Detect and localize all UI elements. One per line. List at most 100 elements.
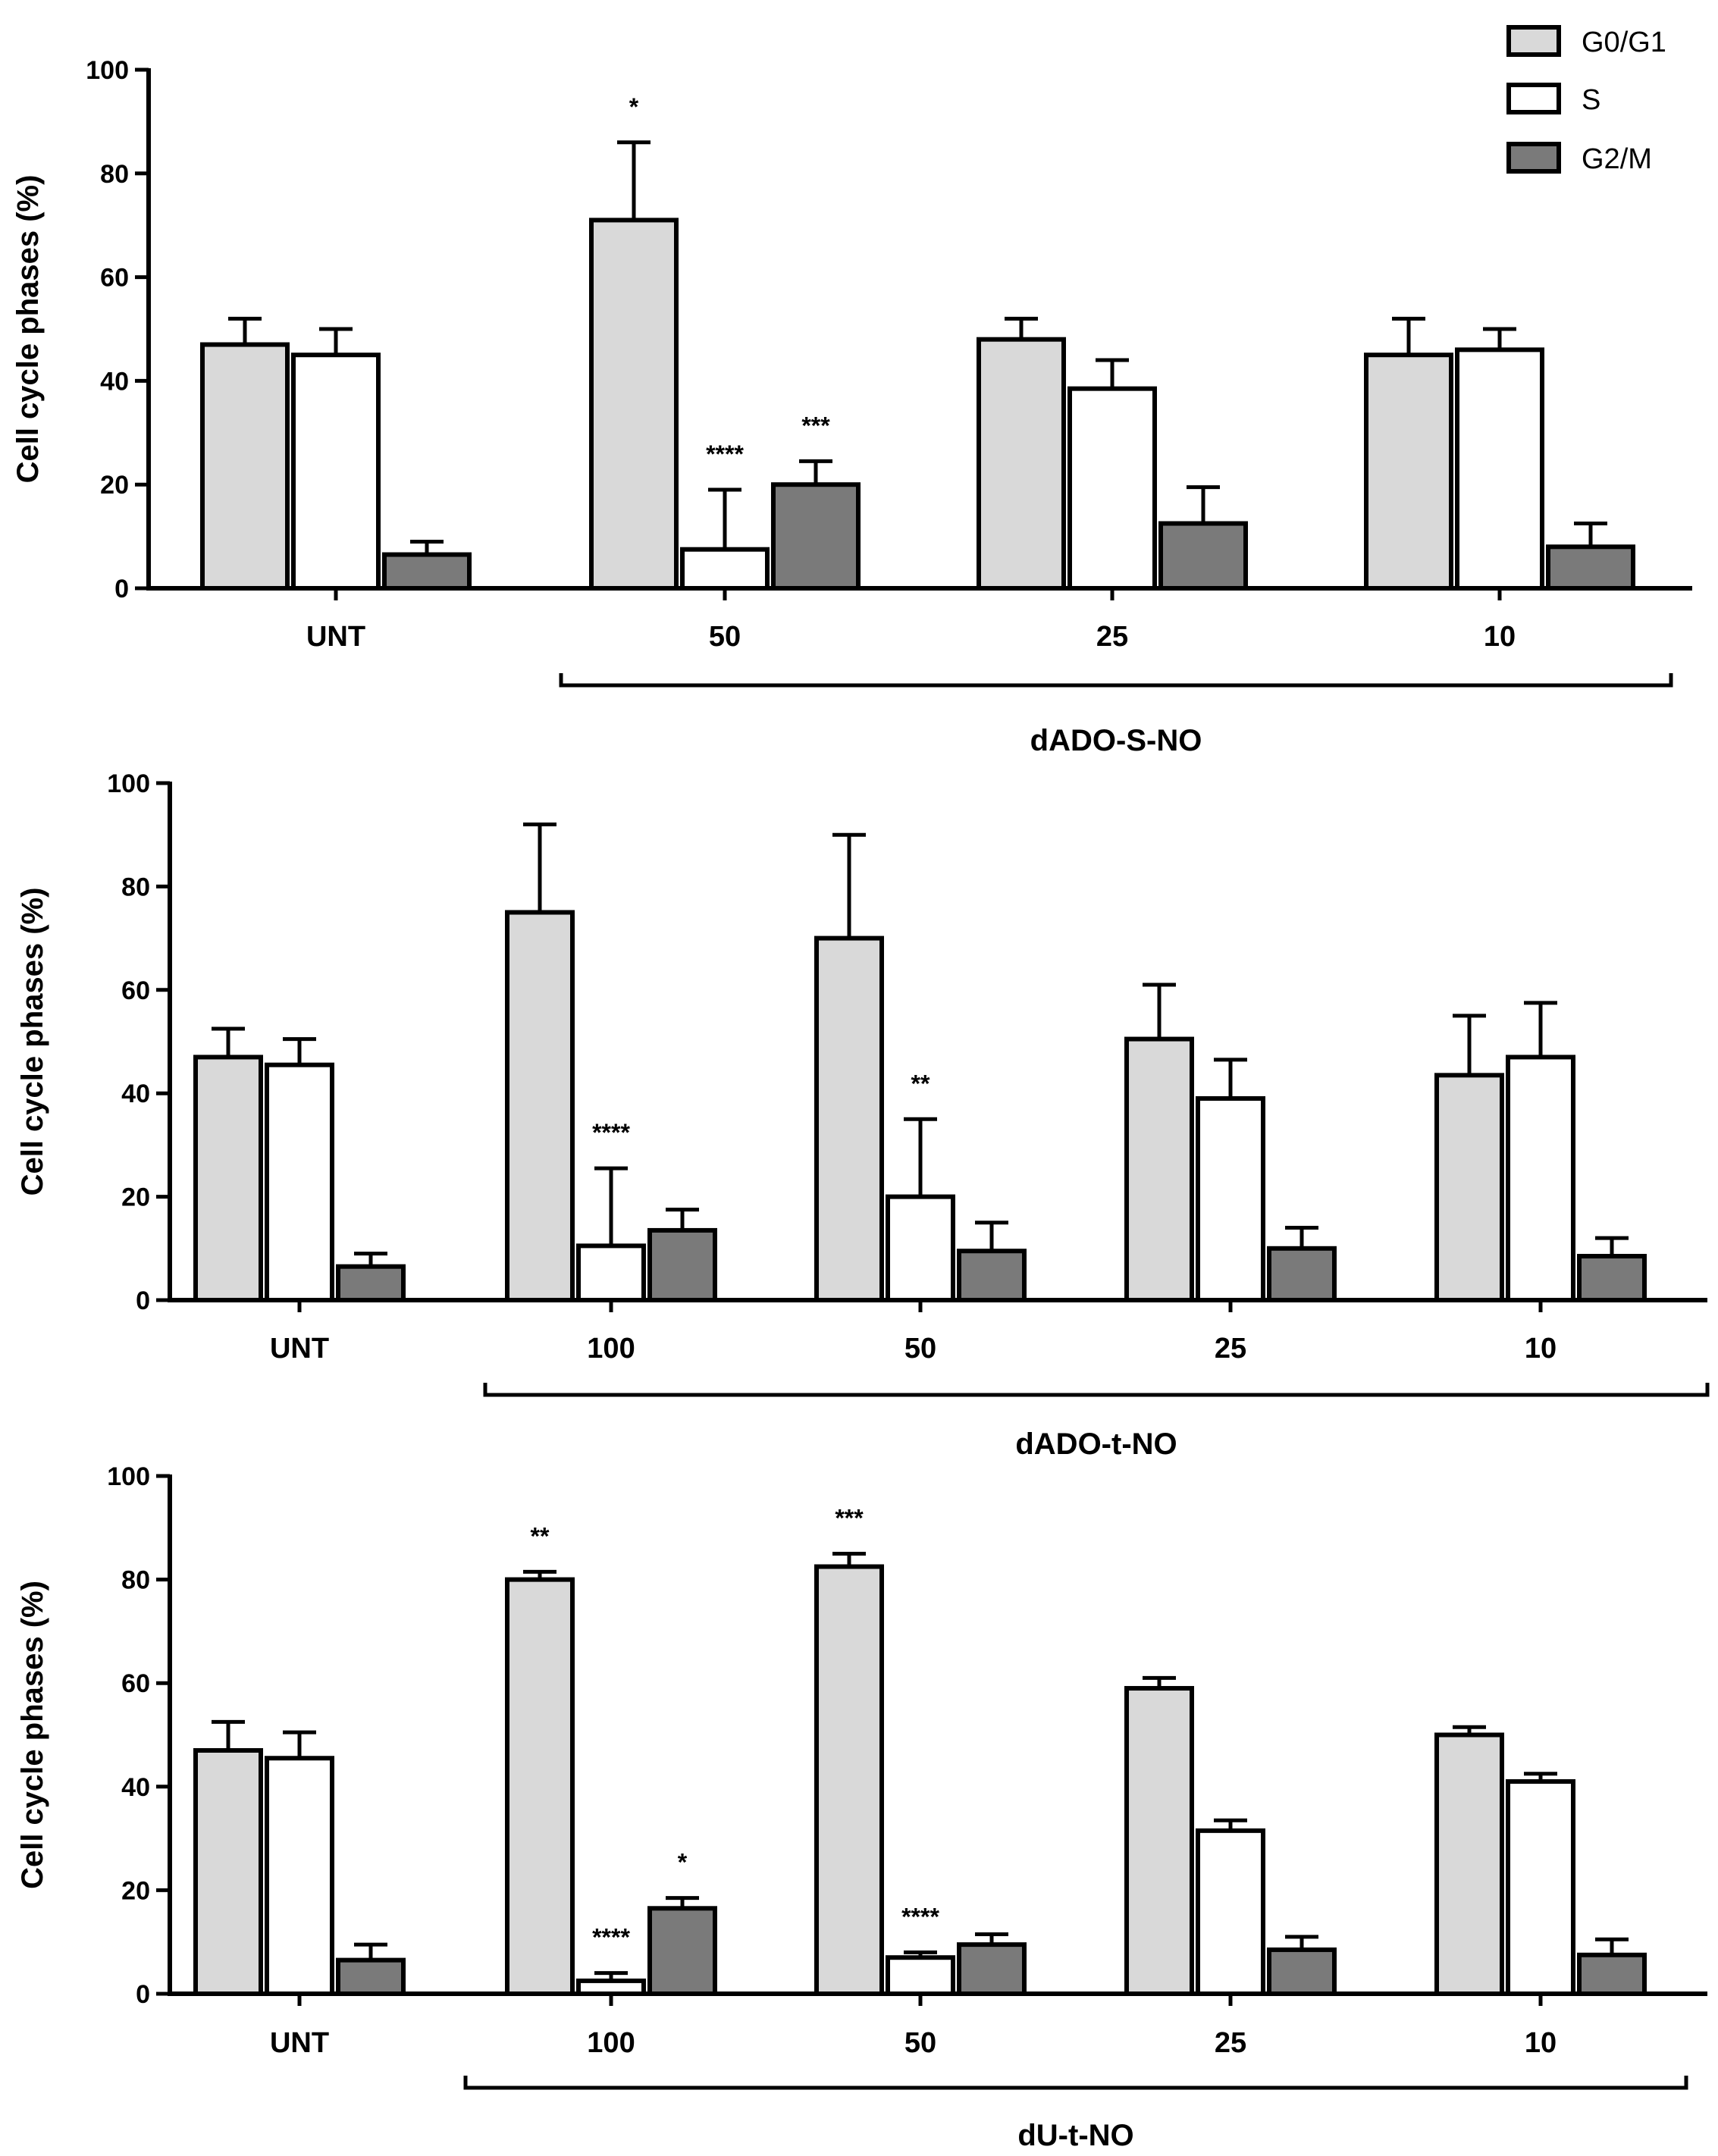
bar-g2-m-100: [647, 1906, 717, 1996]
bar-g2-m-unt: [382, 552, 472, 591]
y-tick-label: 60: [121, 1669, 150, 1698]
bar-g0-g1-10: [1364, 353, 1453, 591]
y-tick-label: 100: [107, 1462, 150, 1491]
bar-g2-m-25: [1158, 521, 1248, 591]
bar-g2-m-10: [1577, 1254, 1647, 1303]
x-category-label: 25: [1215, 1333, 1246, 1365]
bar-s-50: [886, 1194, 955, 1302]
bar-s-25: [1067, 386, 1157, 591]
bar-g0-g1-unt: [193, 1054, 263, 1302]
y-tick-label: 40: [100, 367, 129, 396]
legend-item-g0g1: G0/G1: [1506, 25, 1666, 58]
treatment-bracket: [483, 1383, 1710, 1397]
bar-g2-m-25: [1267, 1246, 1337, 1303]
legend-label-g2m: G2/M: [1582, 143, 1652, 175]
x-category-label: 50: [904, 1333, 936, 1365]
x-category-label: 25: [1096, 621, 1128, 653]
x-category-label: 100: [587, 2027, 635, 2059]
y-tick-label: 20: [121, 1876, 150, 1905]
bar-g0-g1-100: [505, 910, 575, 1302]
y-tick-label: 80: [121, 1566, 150, 1595]
significance-s-50: ****: [706, 440, 744, 468]
y-tick-label: 60: [100, 264, 129, 293]
bar-g0-g1-unt: [193, 1747, 263, 1996]
bar-g2-m-10: [1546, 544, 1635, 591]
bar-g2-m-25: [1267, 1947, 1337, 1997]
bar-s-100: [576, 1243, 646, 1303]
y-tick-label: 40: [121, 1773, 150, 1802]
bar-g0-g1-25: [1124, 1036, 1194, 1302]
bar-g2-m-unt: [336, 1264, 406, 1303]
y-tick-label: 20: [100, 471, 129, 500]
bar-g0-g1-50: [814, 1564, 884, 1996]
significance-g0-g1-100: **: [531, 1522, 550, 1550]
legend-label-g0g1: G0/G1: [1582, 27, 1666, 58]
treatment-group-label: dADO-S-NO: [1030, 724, 1202, 757]
bar-g2-m-50: [957, 1249, 1027, 1302]
bar-g0-g1-25: [977, 337, 1066, 591]
bar-g2-m-unt: [336, 1957, 406, 1996]
x-category-label: 50: [904, 2027, 936, 2059]
significance-s-100: ****: [592, 1119, 630, 1146]
treatment-bracket: [463, 2076, 1688, 2090]
bar-s-unt: [265, 1062, 334, 1302]
legend: G0/G1 S G2/M: [1506, 25, 1666, 175]
bar-s-25: [1196, 1096, 1265, 1303]
x-category-label: UNT: [270, 2027, 329, 2059]
legend-swatch-g0g1: [1506, 25, 1561, 57]
treatment-group-label: dU-t-NO: [1017, 2119, 1133, 2152]
bar-g0-g1-10: [1434, 1073, 1504, 1302]
y-tick-label: 20: [121, 1183, 150, 1212]
significance-s-50: ****: [901, 1903, 939, 1930]
y-tick-label: 40: [121, 1080, 150, 1108]
x-category-label: 100: [587, 1333, 635, 1365]
y-tick-label: 100: [86, 56, 129, 85]
significance-g2-m-50: ***: [801, 412, 830, 439]
significance-g2-m-100: *: [678, 1849, 688, 1876]
bar-g0-g1-unt: [200, 342, 290, 591]
bar-g0-g1-25: [1124, 1686, 1194, 1997]
bar-s-50: [680, 547, 770, 591]
y-tick-label: 0: [136, 1980, 150, 2009]
x-category-label: UNT: [270, 1333, 329, 1365]
bar-g0-g1-50: [814, 935, 884, 1302]
bar-g0-g1-10: [1434, 1732, 1504, 1996]
y-tick-label: 60: [121, 976, 150, 1005]
x-category-label: 50: [709, 621, 741, 653]
legend-swatch-g2m: [1506, 142, 1561, 174]
bar-s-10: [1455, 347, 1544, 591]
significance-g0-g1-50: *: [629, 93, 639, 121]
x-category-label: 10: [1484, 621, 1516, 653]
significance-s-100: ****: [592, 1924, 630, 1951]
treatment-group-label: dADO-t-NO: [1015, 1427, 1177, 1461]
x-category-label: 25: [1215, 2027, 1246, 2059]
legend-label-s: S: [1582, 84, 1600, 116]
y-tick-label: 80: [100, 160, 129, 189]
bar-g2-m-50: [957, 1942, 1027, 1996]
x-category-label: 10: [1525, 2027, 1557, 2059]
y-tick-label: 0: [114, 575, 129, 603]
x-category-label: UNT: [306, 621, 365, 653]
y-axis-title: Cell cycle phases (%): [16, 1581, 49, 1889]
legend-item-s: S: [1506, 83, 1600, 116]
bar-g2-m-50: [771, 482, 861, 591]
bar-s-unt: [291, 353, 381, 591]
y-axis-title: Cell cycle phases (%): [16, 888, 49, 1196]
bar-s-10: [1506, 1778, 1575, 1996]
treatment-bracket: [559, 673, 1673, 688]
significance-s-50: **: [911, 1070, 930, 1097]
significance-g0-g1-50: ***: [835, 1504, 864, 1531]
y-tick-label: 80: [121, 873, 150, 901]
bar-s-unt: [265, 1756, 334, 1997]
bar-g0-g1-100: [505, 1577, 575, 1997]
x-category-label: 10: [1525, 1333, 1557, 1365]
y-tick-label: 100: [107, 769, 150, 798]
legend-swatch-s: [1506, 83, 1561, 114]
bar-g0-g1-50: [589, 218, 679, 591]
y-tick-label: 0: [136, 1286, 150, 1315]
bar-g2-m-100: [647, 1227, 717, 1303]
